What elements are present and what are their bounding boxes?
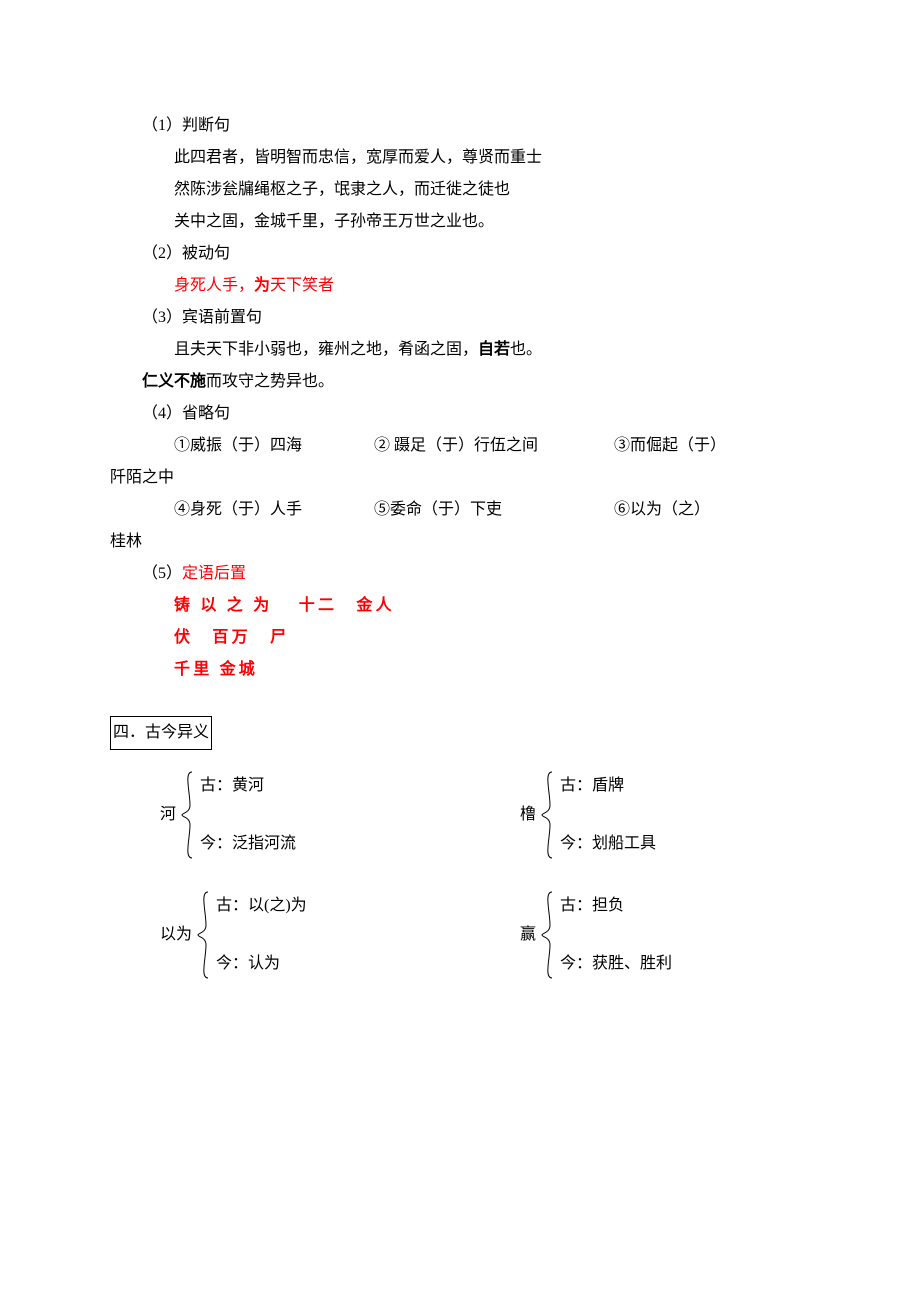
s3-l2-b: 而攻守之势异也。	[206, 373, 334, 390]
section-4-heading: （4）省略句	[110, 398, 810, 430]
term-yiwei-old: 古：以(之)为	[216, 890, 307, 922]
s1-line-2: 然陈涉瓮牖绳枢之子，氓隶之人，而迁徙之徒也	[110, 174, 810, 206]
s3-l2-a: 仁义不施	[142, 373, 206, 390]
s2-text-b: 为	[254, 277, 270, 294]
term-char-lu: 橹	[520, 799, 536, 831]
term-row-1: 河 古：黄河 今：泛指河流 橹 古：盾牌 今：划船工具	[110, 770, 810, 860]
section-2-heading: （2）被动句	[110, 238, 810, 270]
s2-text-a: 身死人手，	[174, 277, 254, 294]
s4-r2-c3: ⑥以为（之）	[614, 494, 810, 526]
s4-r2-c1: ④身死（于）人手	[174, 494, 374, 526]
brace-icon	[196, 890, 210, 980]
s3-l1-c: 也。	[510, 341, 542, 358]
term-he-new: 今：泛指河流	[200, 828, 296, 860]
term-lu-new: 今：划船工具	[560, 828, 656, 860]
term-char-yiwei: 以为	[160, 919, 192, 951]
s4-r1-c2: ② 蹑足（于）行伍之间	[374, 430, 614, 462]
s4-r2-tail: 桂林	[110, 526, 810, 558]
s4-row-1: ①威振（于）四海 ② 蹑足（于）行伍之间 ③而倔起（于）	[110, 430, 810, 462]
s5-h-b: 定语后置	[182, 565, 246, 582]
term-lu-old: 古：盾牌	[560, 770, 656, 802]
s5-h-a: （5）	[142, 565, 182, 582]
s4-r1-c1: ①威振（于）四海	[174, 430, 374, 462]
brace-icon	[540, 770, 554, 860]
term-char-ying: 赢	[520, 919, 536, 951]
s5-line-2: 伏 百万 尸	[110, 622, 810, 654]
s5-line-1: 铸 以 之 为 十二 金人	[110, 590, 810, 622]
s1-line-3: 关中之固，金城千里，子孙帝王万世之业也。	[110, 206, 810, 238]
term-cell-he: 河 古：黄河 今：泛指河流	[110, 770, 520, 860]
section-1-heading: （1）判断句	[110, 110, 810, 142]
s2-line-1: 身死人手，为天下笑者	[110, 270, 810, 302]
s3-l1-a: 且夫天下非小弱也，雍州之地，肴函之固，	[174, 341, 478, 358]
s2-text-c: 天下笑者	[270, 277, 334, 294]
s4-r1-tail: 阡陌之中	[110, 462, 810, 494]
brace-icon	[540, 890, 554, 980]
section-4-title: 四．古今异义	[110, 716, 212, 750]
s5-line-3: 千里 金城	[110, 654, 810, 686]
section-5-heading: （5）定语后置	[110, 558, 810, 590]
section-3-heading: （3）宾语前置句	[110, 302, 810, 334]
term-char-he: 河	[160, 799, 176, 831]
section-4-title-wrap: 四．古今异义	[110, 686, 810, 770]
term-he-old: 古：黄河	[200, 770, 296, 802]
s4-r2-c2: ⑤委命（于）下吏	[374, 494, 614, 526]
s1-line-1: 此四君者，皆明智而忠信，宽厚而爱人，尊贤而重士	[110, 142, 810, 174]
s3-l1-b: 自若	[478, 341, 510, 358]
term-cell-yiwei: 以为 古：以(之)为 今：认为	[110, 890, 520, 980]
term-cell-lu: 橹 古：盾牌 今：划船工具	[520, 770, 810, 860]
term-ying-old: 古：担负	[560, 890, 672, 922]
term-yiwei-new: 今：认为	[216, 948, 307, 980]
s3-line-2: 仁义不施而攻守之势异也。	[110, 366, 810, 398]
term-row-2: 以为 古：以(之)为 今：认为 赢 古：担负 今：获胜、胜利	[110, 890, 810, 980]
s3-line-1: 且夫天下非小弱也，雍州之地，肴函之固，自若也。	[110, 334, 810, 366]
s4-r1-c3: ③而倔起（于）	[614, 430, 810, 462]
term-cell-ying: 赢 古：担负 今：获胜、胜利	[520, 890, 810, 980]
brace-icon	[180, 770, 194, 860]
s4-row-2: ④身死（于）人手 ⑤委命（于）下吏 ⑥以为（之）	[110, 494, 810, 526]
term-ying-new: 今：获胜、胜利	[560, 948, 672, 980]
